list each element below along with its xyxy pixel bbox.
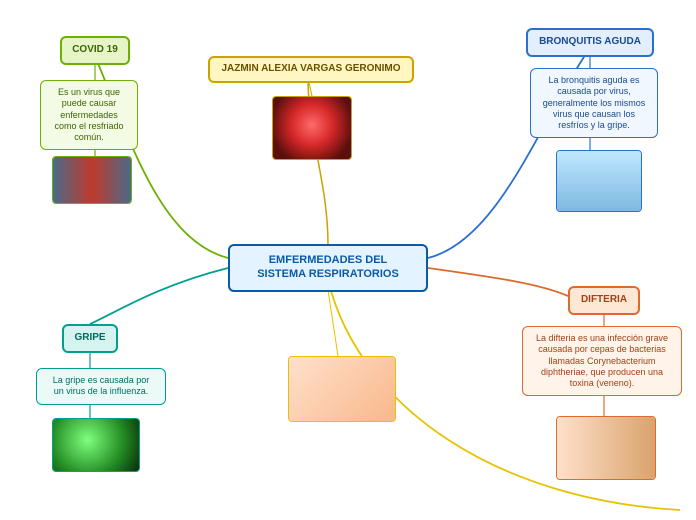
bronquitis-title: BRONQUITIS AGUDA: [526, 28, 654, 57]
bronquitis-image: [556, 150, 642, 212]
extra-image: [288, 356, 396, 422]
difteria-image: [556, 416, 656, 480]
gripe-illustration: [53, 419, 139, 471]
bronquitis-detail: La bronquitis aguda es causada por virus…: [530, 68, 658, 138]
covid-illustration: [53, 157, 131, 203]
gripe-detail: La gripe es causada por un virus de la i…: [36, 368, 166, 405]
bronquitis-illustration: [557, 151, 641, 211]
difteria-title: DIFTERIA: [568, 286, 640, 315]
author-image: [272, 96, 352, 160]
difteria-illustration: [557, 417, 655, 479]
gripe-title: GRIPE: [62, 324, 118, 353]
covid-detail: Es un virus que puede causar enfermedade…: [40, 80, 138, 150]
covid-title: COVID 19: [60, 36, 130, 65]
covid-image: [52, 156, 132, 204]
gripe-image: [52, 418, 140, 472]
lungs-illustration: [273, 97, 351, 159]
center-node: EMFERMEDADES DEL SISTEMA RESPIRATORIOS: [228, 244, 428, 292]
difteria-detail: La difteria es una infección grave causa…: [522, 326, 682, 396]
respiratory-illustration: [289, 357, 395, 421]
author-node: JAZMIN ALEXIA VARGAS GERONIMO: [208, 56, 414, 83]
